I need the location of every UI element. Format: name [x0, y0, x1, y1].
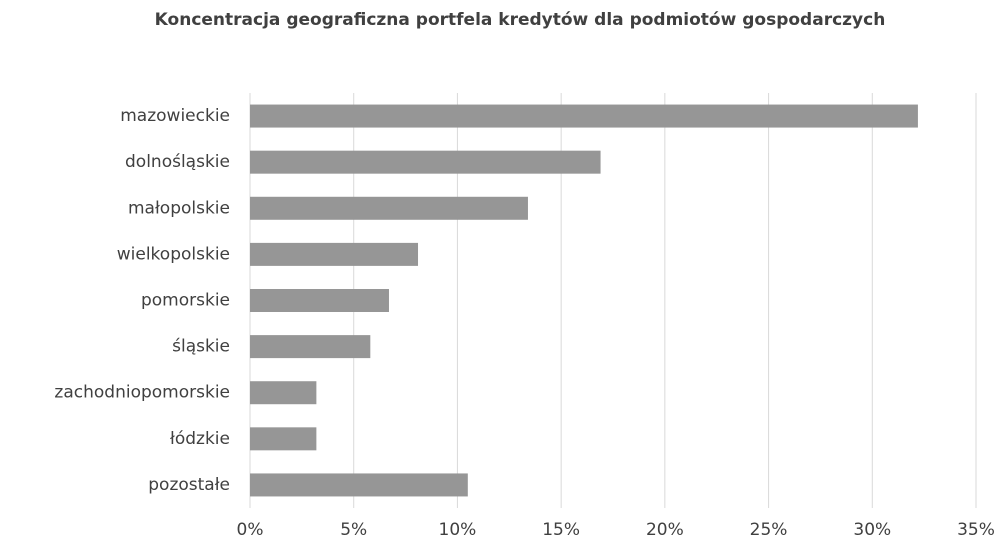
x-tick-label: 30%: [853, 520, 891, 540]
y-tick-label: mazowieckie: [120, 106, 230, 126]
bar: [250, 381, 317, 405]
y-tick-label: dolnośląskie: [125, 152, 230, 172]
bar: [250, 104, 918, 128]
y-tick-label: łódzkie: [170, 429, 230, 449]
x-tick-label: 20%: [646, 520, 684, 540]
y-tick-label: zachodniopomorskie: [54, 383, 230, 403]
y-tick-label: małopolskie: [128, 198, 230, 218]
bar: [250, 289, 389, 312]
x-tick-label: 25%: [750, 520, 788, 540]
bar: [250, 150, 601, 174]
y-tick-label: śląskie: [172, 337, 230, 357]
x-tick-label: 5%: [340, 520, 367, 540]
bar: [250, 335, 371, 359]
bar: [250, 196, 528, 220]
y-tick-label: pomorskie: [141, 291, 230, 311]
x-tick-label: 15%: [542, 520, 580, 540]
x-tick-label: 0%: [237, 520, 264, 540]
bar: [250, 473, 468, 497]
chart-title: Koncentracja geograficzna portfela kredy…: [154, 10, 886, 30]
bar: [250, 242, 419, 266]
y-tick-label: pozostałe: [148, 475, 230, 495]
bar: [250, 427, 317, 451]
x-tick-label: 10%: [439, 520, 477, 540]
x-tick-label: 35%: [957, 520, 995, 540]
y-tick-label: wielkopolskie: [117, 244, 230, 264]
